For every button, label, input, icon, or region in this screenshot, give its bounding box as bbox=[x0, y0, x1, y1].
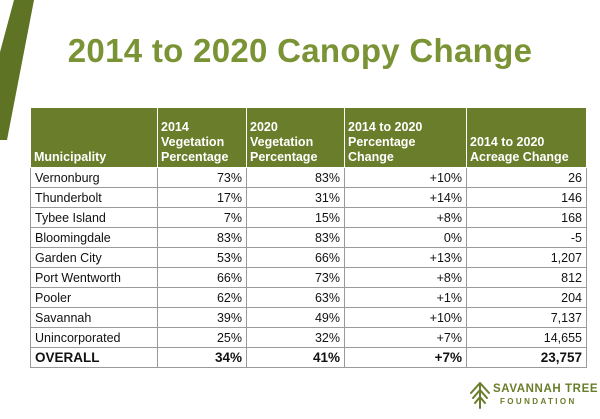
table-row: Pooler 62% 63% +1% 204 bbox=[30, 287, 587, 308]
header-text: Percentage bbox=[161, 150, 229, 164]
pct-change-cell: +13% bbox=[344, 247, 467, 268]
municipality-cell: Bloomingdale bbox=[30, 227, 158, 248]
veg-2014-cell: 53% bbox=[157, 247, 247, 268]
veg-2020-cell: 49% bbox=[246, 307, 345, 328]
overall-veg-2020-cell: 41% bbox=[246, 347, 345, 368]
acreage-change-cell: 14,655 bbox=[466, 327, 587, 348]
municipality-cell: Tybee Island bbox=[30, 207, 158, 228]
acreage-change-cell: 146 bbox=[466, 187, 587, 208]
savannah-tree-foundation-logo: SAVANNAH TREE FOUNDATION bbox=[469, 380, 598, 410]
header-text: 2014 bbox=[161, 120, 189, 134]
acreage-change-cell: 7,137 bbox=[466, 307, 587, 328]
veg-2014-cell: 7% bbox=[157, 207, 247, 228]
table-row: Port Wentworth 66% 73% +8% 812 bbox=[30, 267, 587, 288]
acreage-change-cell: 168 bbox=[466, 207, 587, 228]
municipality-cell: Garden City bbox=[30, 247, 158, 268]
header-2014-vegetation: 2014 Vegetation Percentage bbox=[157, 107, 247, 168]
table-row: Garden City 53% 66% +13% 1,207 bbox=[30, 247, 587, 268]
overall-row: OVERALL 34% 41% +7% 23,757 bbox=[30, 347, 587, 368]
veg-2020-cell: 15% bbox=[246, 207, 345, 228]
municipality-cell: Thunderbolt bbox=[30, 187, 158, 208]
header-text: Percentage bbox=[250, 150, 318, 164]
canopy-change-table: Municipality 2014 Vegetation Percentage … bbox=[30, 107, 587, 368]
veg-2020-cell: 32% bbox=[246, 327, 345, 348]
tree-logo-icon bbox=[470, 382, 490, 409]
municipality-cell: Unincorporated bbox=[30, 327, 158, 348]
table-row: Savannah 39% 49% +10% 7,137 bbox=[30, 307, 587, 328]
pct-change-cell: +7% bbox=[344, 327, 467, 348]
veg-2014-cell: 25% bbox=[157, 327, 247, 348]
veg-2020-cell: 66% bbox=[246, 247, 345, 268]
header-percentage-change: 2014 to 2020 Percentage Change bbox=[344, 107, 467, 168]
pct-change-cell: +10% bbox=[344, 307, 467, 328]
overall-acreage-change-cell: 23,757 bbox=[466, 347, 587, 368]
veg-2014-cell: 62% bbox=[157, 287, 247, 308]
pct-change-cell: +8% bbox=[344, 267, 467, 288]
veg-2020-cell: 73% bbox=[246, 267, 345, 288]
header-row: Municipality 2014 Vegetation Percentage … bbox=[30, 107, 587, 168]
slide-title: 2014 to 2020 Canopy Change bbox=[67, 32, 533, 69]
municipality-cell: Vernonburg bbox=[30, 167, 158, 188]
veg-2014-cell: 17% bbox=[157, 187, 247, 208]
municipality-cell: Savannah bbox=[30, 307, 158, 328]
table-row: Bloomingdale 83% 83% 0% -5 bbox=[30, 227, 587, 248]
acreage-change-cell: 26 bbox=[466, 167, 587, 188]
pct-change-cell: +14% bbox=[344, 187, 467, 208]
header-text: Change bbox=[348, 150, 394, 164]
veg-2020-cell: 63% bbox=[246, 287, 345, 308]
table-row: Tybee Island 7% 15% +8% 168 bbox=[30, 207, 587, 228]
table-row: Thunderbolt 17% 31% +14% 146 bbox=[30, 187, 587, 208]
acreage-change-cell: 204 bbox=[466, 287, 587, 308]
acreage-change-cell: -5 bbox=[466, 227, 587, 248]
header-text: Acreage Change bbox=[470, 150, 569, 164]
corner-stripe bbox=[0, 0, 34, 140]
header-text: Vegetation bbox=[250, 135, 314, 149]
veg-2020-cell: 83% bbox=[246, 227, 345, 248]
pct-change-cell: +8% bbox=[344, 207, 467, 228]
logo-line1: SAVANNAH TREE bbox=[493, 383, 599, 395]
overall-pct-change-cell: +7% bbox=[344, 347, 467, 368]
pct-change-cell: +10% bbox=[344, 167, 467, 188]
veg-2014-cell: 73% bbox=[157, 167, 247, 188]
acreage-change-cell: 812 bbox=[466, 267, 587, 288]
overall-veg-2014-cell: 34% bbox=[157, 347, 247, 368]
overall-label-cell: OVERALL bbox=[30, 347, 158, 368]
pct-change-cell: 0% bbox=[344, 227, 467, 248]
header-acreage-change: 2014 to 2020 Acreage Change bbox=[466, 107, 587, 168]
pct-change-cell: +1% bbox=[344, 287, 467, 308]
table-row: Unincorporated 25% 32% +7% 14,655 bbox=[30, 327, 587, 348]
veg-2020-cell: 83% bbox=[246, 167, 345, 188]
header-text: 2014 to 2020 bbox=[348, 120, 423, 134]
header-text: Percentage bbox=[348, 135, 416, 149]
table-row: Vernonburg 73% 83% +10% 26 bbox=[30, 167, 587, 188]
veg-2020-cell: 31% bbox=[246, 187, 345, 208]
municipality-cell: Pooler bbox=[30, 287, 158, 308]
veg-2014-cell: 83% bbox=[157, 227, 247, 248]
acreage-change-cell: 1,207 bbox=[466, 247, 587, 268]
header-municipality: Municipality bbox=[30, 107, 158, 168]
header-text: 2014 to 2020 bbox=[470, 135, 545, 149]
header-text: Vegetation bbox=[161, 135, 225, 149]
logo-line2: FOUNDATION bbox=[500, 397, 577, 406]
veg-2014-cell: 66% bbox=[157, 267, 247, 288]
header-2020-vegetation: 2020 Vegetation Percentage bbox=[246, 107, 345, 168]
veg-2014-cell: 39% bbox=[157, 307, 247, 328]
header-text: Municipality bbox=[34, 150, 107, 164]
municipality-cell: Port Wentworth bbox=[30, 267, 158, 288]
header-text: 2020 bbox=[250, 120, 278, 134]
